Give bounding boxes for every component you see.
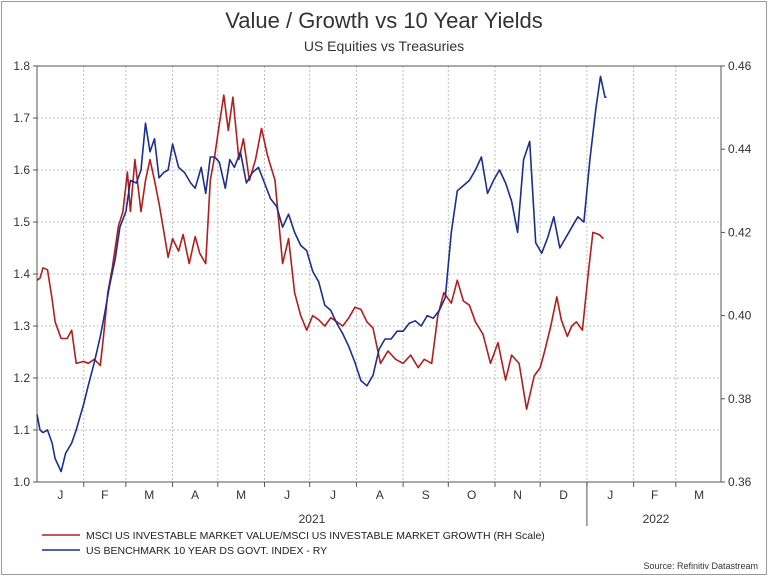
chart-subtitle: US Equities vs Treasuries (304, 38, 464, 54)
grid-layer (37, 66, 721, 482)
left-axis-label: 1.2 (13, 371, 30, 385)
x-axis-month-label: J (284, 488, 290, 502)
x-axis-month-label: J (57, 488, 63, 502)
right-axis-label: 0.38 (728, 392, 752, 406)
x-axis-month-label: S (422, 488, 430, 502)
left-axis-label: 1.5 (13, 215, 30, 229)
x-axis-month-label: F (101, 488, 108, 502)
series-line-value-growth (36, 94, 605, 410)
right-axis-label: 0.40 (728, 309, 752, 323)
axes-layer (33, 65, 725, 526)
x-axis-year-label: 2021 (299, 512, 326, 526)
x-axis-month-label: O (467, 488, 476, 502)
x-axis-month-label: J (607, 488, 613, 502)
labels-layer: 1.0 1.1 1.2 1.3 1.4 1.5 1.6 1.7 1.8 0.36 0.38 0.40 0… (13, 59, 751, 526)
left-axis-label: 1.6 (13, 163, 30, 177)
x-axis-month-label: J (330, 488, 336, 502)
legend: MSCI US INVESTABLE MARKET VALUE/MSCI US … (42, 530, 545, 557)
x-axis-month-label: M (694, 488, 704, 502)
x-axis-month-label: D (559, 488, 568, 502)
x-axis-month-label: M (236, 488, 246, 502)
x-axis-month-label: A (376, 488, 384, 502)
right-axis-label: 0.46 (728, 59, 752, 73)
series-line-10y-yield (36, 75, 607, 473)
right-axis-label: 0.42 (728, 225, 752, 239)
left-axis-label: 1.3 (13, 319, 30, 333)
right-axis-label: 0.36 (728, 475, 752, 489)
right-axis-label: 0.44 (728, 142, 752, 156)
left-axis-label: 1.8 (13, 59, 30, 73)
x-axis-month-label: M (144, 488, 154, 502)
left-axis-label: 1.1 (13, 423, 30, 437)
source-note: Source: Refinitiv Datastream (643, 561, 758, 571)
series-layer (36, 75, 607, 473)
left-axis-label: 1.4 (13, 267, 30, 281)
chart-title: Value / Growth vs 10 Year Yields (225, 8, 543, 33)
x-axis-month-label: F (651, 488, 658, 502)
left-axis-label: 1.0 (13, 475, 30, 489)
x-axis-year-label: 2022 (643, 512, 670, 526)
x-axis-month-label: A (191, 488, 199, 502)
left-axis-label: 1.7 (13, 111, 30, 125)
x-axis-month-label: N (513, 488, 522, 502)
legend-label-10y-yield: US BENCHMARK 10 YEAR DS GOVT. INDEX - RY (86, 545, 327, 557)
legend-label-value-growth: MSCI US INVESTABLE MARKET VALUE/MSCI US … (86, 530, 545, 542)
